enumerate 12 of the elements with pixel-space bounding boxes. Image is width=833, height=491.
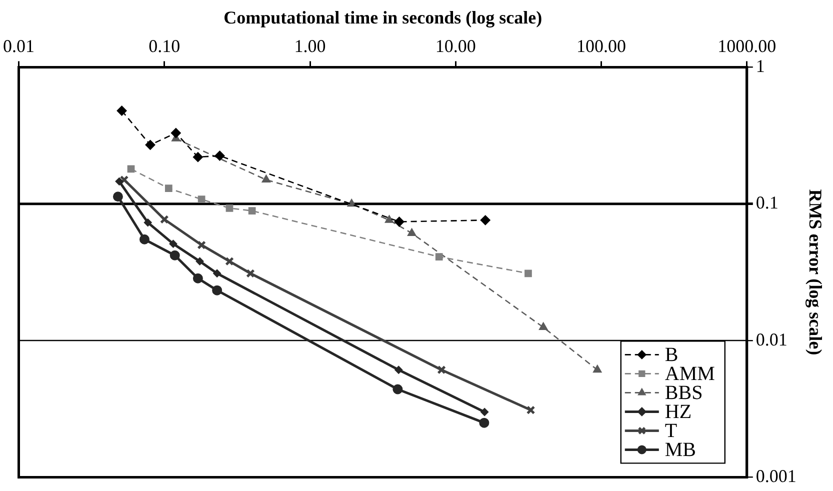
y-tick-label: 0.1 [756, 192, 778, 213]
x-tick-label: 0.10 [148, 36, 180, 56]
y-tick-label: 0.01 [756, 329, 788, 350]
y-axis-title: RMS error (log scale) [806, 189, 826, 356]
x-tick-label: 1.00 [294, 36, 326, 56]
x-axis-title: Computational time in seconds (log scale) [224, 7, 542, 28]
y-tick-label: 0.001 [756, 466, 796, 486]
x-tick-label: 10.00 [435, 36, 476, 56]
x-tick-label: 100.00 [576, 36, 626, 56]
y-tick-label: 1 [756, 56, 765, 76]
x-tick-label: 0.01 [3, 36, 34, 56]
x-tick-label: 1000.00 [718, 36, 776, 56]
